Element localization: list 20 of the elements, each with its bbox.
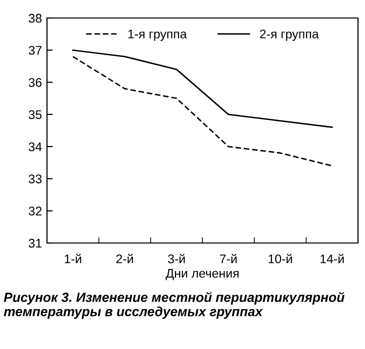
x-axis-title: Дни лечения (166, 269, 239, 280)
y-tick-label: 31 (28, 238, 42, 248)
y-tick-label: 36 (28, 78, 42, 87)
y-tick-label: 33 (28, 174, 42, 184)
x-tick-label: 1-й (64, 254, 82, 264)
y-tick-label: 37 (28, 46, 42, 55)
x-tick-label: 14-й (320, 254, 344, 264)
y-tick-label: 38 (28, 14, 42, 23)
y-tick-label: 32 (28, 206, 42, 216)
x-tick-label: 3-й (168, 254, 185, 264)
legend-label: 1-я группа (128, 30, 187, 41)
line-series (72, 56, 333, 167)
text: Рисунок 3. Изменение местной периартикулярной температуры в исследуемых группах (4, 292, 344, 319)
line-series (72, 49, 333, 128)
x-tick-label: 10-й (268, 254, 292, 264)
y-tick-label: 34 (28, 142, 42, 152)
x-tick-label: 7-й (220, 254, 237, 264)
x-tick-label: 2-й (116, 254, 133, 264)
legend-label: 2-я группа (260, 30, 319, 41)
y-tick-label: 35 (28, 110, 42, 120)
